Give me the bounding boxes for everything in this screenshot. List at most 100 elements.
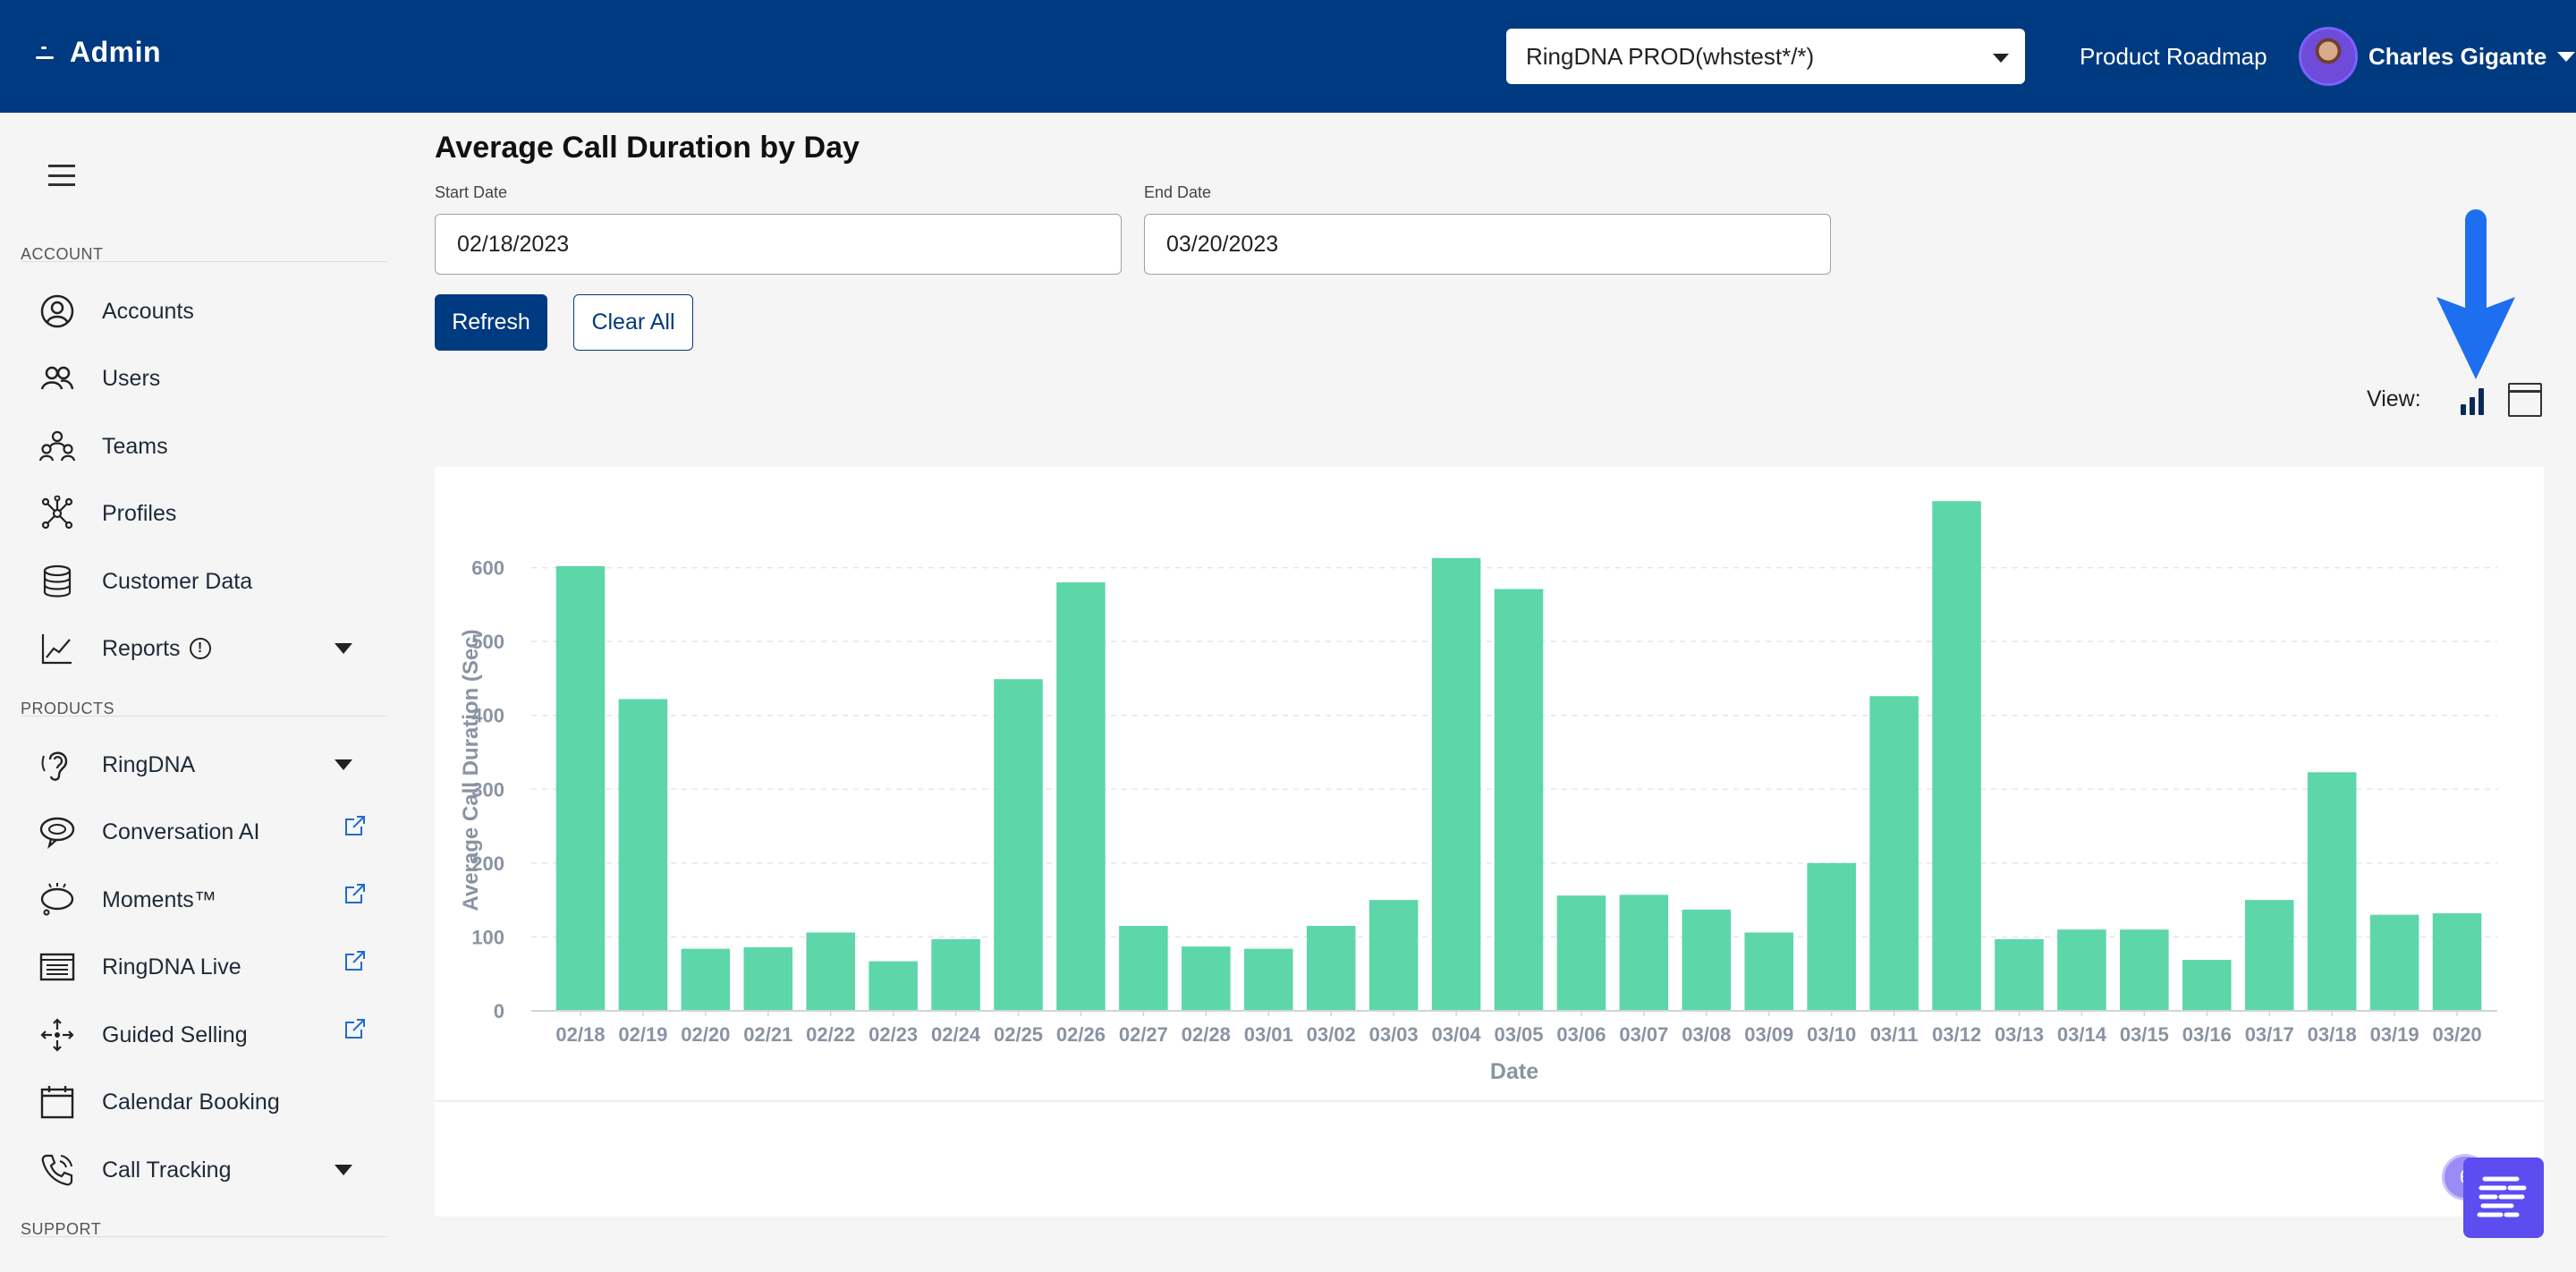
x-tick-label: 02/26 — [1056, 1023, 1106, 1046]
external-link-icon[interactable] — [343, 882, 367, 912]
sidebar-item-moments[interactable]: Moments™ — [36, 873, 376, 927]
external-link-icon[interactable] — [343, 949, 367, 979]
x-axis-title: Date — [1490, 1059, 1538, 1084]
line-chart-icon — [36, 627, 79, 670]
bar[interactable] — [618, 699, 668, 1011]
bar[interactable] — [1243, 948, 1293, 1011]
sidebar-item-conversation-ai[interactable]: Conversation AI — [36, 805, 376, 859]
y-tick-label: 100 — [471, 926, 504, 948]
bar[interactable] — [1744, 932, 1794, 1011]
x-tick-label: 02/22 — [806, 1023, 855, 1046]
end-date-input[interactable]: 03/20/2023 — [1144, 214, 1831, 275]
sidebar-item-label: Call Tracking — [102, 1157, 232, 1183]
sidebar-item-users[interactable]: Users — [36, 352, 376, 405]
y-tick-label: 300 — [471, 778, 504, 801]
external-link-icon[interactable] — [343, 814, 367, 844]
bar[interactable] — [931, 938, 980, 1011]
bar[interactable] — [1682, 909, 1732, 1011]
external-link-icon[interactable] — [343, 1017, 367, 1047]
bar[interactable] — [1995, 938, 2044, 1011]
top-navigation-bar: Admin RingDNA PROD(whstest*/*) Product R… — [0, 0, 2576, 113]
x-tick-label: 02/28 — [1182, 1023, 1231, 1046]
view-label: View: — [2367, 386, 2421, 411]
sidebar-item-label: Profiles — [102, 500, 177, 526]
bar[interactable] — [994, 679, 1043, 1011]
bar[interactable] — [2307, 772, 2357, 1011]
bar[interactable] — [869, 961, 918, 1011]
bar[interactable] — [1306, 926, 1356, 1011]
sidebar-item-label: Accounts — [102, 298, 194, 324]
x-tick-label: 02/21 — [743, 1023, 792, 1046]
chat-widget-icon[interactable] — [2463, 1158, 2544, 1238]
database-icon — [36, 560, 79, 603]
sidebar-item-accounts[interactable]: Accounts — [36, 284, 376, 338]
avatar — [2299, 27, 2358, 86]
sidebar-item-call-tracking[interactable]: Call Tracking — [36, 1143, 376, 1197]
chevron-down-icon[interactable] — [335, 759, 352, 770]
clear-all-button[interactable]: Clear All — [573, 294, 693, 351]
organization-select[interactable]: RingDNA PROD(whstest*/*) — [1506, 29, 2025, 84]
thought-bubble-icon — [36, 878, 79, 921]
sidebar-item-customer-data[interactable]: Customer Data — [36, 555, 376, 608]
sidebar-item-reports[interactable]: Reports ! — [36, 622, 376, 675]
bar[interactable] — [1431, 557, 1481, 1011]
chevron-down-icon — [1993, 54, 2009, 63]
x-tick-label: 03/15 — [2120, 1023, 2169, 1046]
y-axis-title: Average Call Duration (Sec) — [459, 629, 483, 911]
bar[interactable] — [1182, 946, 1231, 1011]
table-view-icon[interactable] — [2508, 383, 2542, 417]
brand-logo[interactable]: Admin — [36, 36, 161, 69]
bar[interactable] — [681, 948, 731, 1011]
sidebar-item-ringdna-live[interactable]: RingDNA Live — [36, 940, 376, 994]
bar[interactable] — [2120, 929, 2169, 1011]
bar[interactable] — [1932, 501, 1981, 1011]
sidebar: ACCOUNT Accounts Users Teams Profiles Cu… — [0, 113, 394, 1272]
section-label-support: SUPPORT — [21, 1220, 102, 1238]
chevron-down-icon[interactable] — [335, 643, 352, 654]
chevron-down-icon — [2557, 51, 2576, 62]
x-tick-label: 03/04 — [1432, 1023, 1482, 1046]
x-tick-label: 02/19 — [618, 1023, 667, 1046]
bar[interactable] — [2369, 914, 2419, 1011]
bar[interactable] — [2432, 913, 2482, 1011]
sidebar-item-label: Calendar Booking — [102, 1089, 280, 1115]
ear-icon — [36, 743, 79, 786]
bar-chart-view-icon[interactable] — [2453, 381, 2492, 420]
bar[interactable] — [806, 932, 855, 1011]
sidebar-item-teams[interactable]: Teams — [36, 420, 376, 473]
x-tick-label: 03/14 — [2057, 1023, 2107, 1046]
sidebar-item-guided-selling[interactable]: Guided Selling — [36, 1008, 376, 1062]
chevron-down-icon[interactable] — [335, 1165, 352, 1175]
bar[interactable] — [1869, 696, 1919, 1011]
sidebar-item-label: RingDNA — [102, 751, 196, 777]
bar[interactable] — [1807, 862, 1856, 1011]
bar[interactable] — [1368, 900, 1419, 1011]
bar[interactable] — [1494, 589, 1544, 1011]
hamburger-menu-icon[interactable] — [48, 165, 75, 186]
sidebar-item-label: RingDNA Live — [102, 954, 242, 979]
x-tick-label: 03/02 — [1307, 1023, 1356, 1046]
sidebar-item-calendar-booking[interactable]: Calendar Booking — [36, 1075, 376, 1129]
divider — [21, 261, 387, 262]
start-date-input[interactable]: 02/18/2023 — [435, 214, 1122, 275]
bar[interactable] — [555, 565, 606, 1011]
x-tick-label: 02/24 — [931, 1023, 981, 1046]
bar[interactable] — [1056, 582, 1106, 1011]
bar[interactable] — [1619, 895, 1669, 1011]
user-menu[interactable]: Charles Gigante — [2299, 27, 2576, 86]
bar[interactable] — [743, 946, 793, 1011]
average-call-duration-bar-chart: 02/18 02/19 02/20 02/21 02/22 02/23 02/24 02/25… — [459, 501, 2497, 1084]
organization-select-value: RingDNA PROD(whstest*/*) — [1526, 42, 1815, 70]
x-tick-label: 03/18 — [2308, 1023, 2357, 1046]
bar[interactable] — [1119, 926, 1168, 1011]
sidebar-item-ringdna[interactable]: RingDNA — [36, 738, 376, 792]
refresh-button[interactable]: Refresh — [435, 294, 547, 351]
bar[interactable] — [2244, 900, 2294, 1011]
bar[interactable] — [2057, 929, 2106, 1011]
sidebar-item-label: Conversation AI — [102, 818, 260, 844]
bar[interactable] — [1556, 895, 1606, 1011]
y-tick-label: 200 — [471, 852, 504, 875]
product-roadmap-link[interactable]: Product Roadmap — [2080, 43, 2267, 70]
bar[interactable] — [2182, 960, 2232, 1011]
sidebar-item-profiles[interactable]: Profiles — [36, 487, 376, 540]
